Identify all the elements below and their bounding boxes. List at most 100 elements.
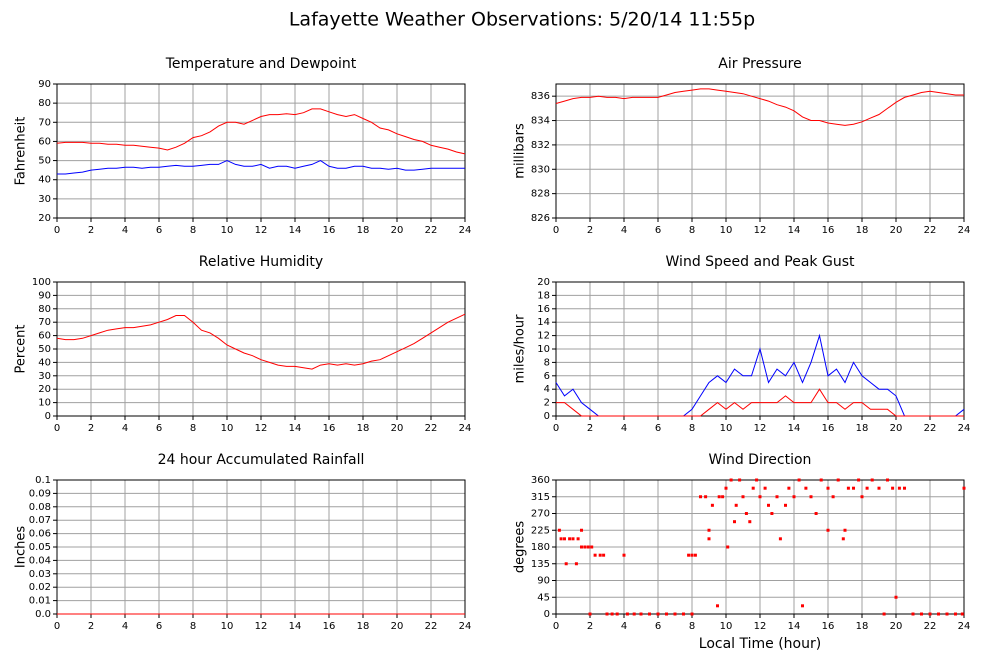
y-axis-label: millibars [513,123,528,179]
data-line [555,88,964,126]
x-tick-label: 16 [323,621,336,632]
data-point [882,612,886,616]
y-tick-label: 0.05 [29,542,51,553]
data-point [726,545,730,549]
y-tick-label: 20 [38,384,51,395]
x-tick-label: 4 [621,225,627,236]
data-point [755,478,759,482]
x-tick-label: 12 [754,225,767,236]
x-tick-label: 14 [788,621,801,632]
data-line [56,313,466,370]
x-tick-label: 16 [323,423,336,434]
x-tick-label: 8 [689,225,695,236]
x-tick-label: 20 [890,621,903,632]
x-tick-label: 0 [553,423,559,434]
x-tick-label: 20 [890,423,903,434]
data-point [954,612,957,616]
data-point [576,537,580,541]
y-tick-label: 20 [537,277,550,288]
y-tick-label: 0.08 [29,502,51,513]
x-tick-label: 2 [587,225,593,236]
data-point [744,512,748,515]
x-tick-label: 6 [655,621,661,632]
data-point [590,545,594,549]
x-tick-label: 16 [822,621,835,632]
x-tick-label: 20 [391,621,404,632]
x-tick-label: 10 [720,423,733,434]
data-point [580,528,583,532]
x-tick-label: 0 [54,225,60,236]
data-point [886,478,889,482]
y-tick-label: 8 [544,357,550,368]
x-tick-label: 18 [357,423,370,434]
y-tick-label: 18 [537,290,550,301]
y-tick-label: 180 [531,542,550,553]
data-point [693,553,697,557]
y-axis-label: degrees [513,521,528,574]
x-tick-label: 8 [190,621,196,632]
y-tick-label: 0.06 [29,529,51,540]
plot-frame [555,83,965,219]
data-point [716,604,719,608]
data-point [819,478,823,482]
y-tick-label: 832 [531,140,550,151]
x-tick-label: 2 [88,621,94,632]
data-point [826,486,830,490]
x-tick-label: 14 [788,423,801,434]
x-tick-label: 8 [190,423,196,434]
x-tick-label: 2 [587,621,593,632]
data-point [615,612,619,616]
x-tick-label: 10 [720,225,733,236]
data-point [831,495,835,499]
data-point [682,612,685,616]
panel-title: Air Pressure [718,56,801,72]
data-point [748,520,752,524]
data-point [583,545,587,549]
x-tick-label: 24 [459,225,472,236]
data-point [656,612,660,616]
x-tick-label: 12 [255,621,268,632]
x-tick-label: 4 [621,423,627,434]
y-tick-label: 6 [544,371,550,382]
data-line [57,160,465,175]
data-point [784,503,787,507]
x-tick-label: 14 [788,225,801,236]
data-point [792,495,796,499]
panel-title: Wind Speed and Peak Gust [666,254,855,270]
data-point [639,612,643,616]
x-tick-label: 20 [890,225,903,236]
x-tick-label: 22 [425,423,438,434]
y-tick-label: 826 [531,213,550,224]
data-point [580,545,583,549]
x-tick-label: 14 [289,423,302,434]
data-point [605,612,609,616]
x-tick-label: 24 [958,225,971,236]
data-point [767,503,770,507]
data-point [797,478,801,482]
data-point [787,486,791,490]
data-point [804,486,808,490]
data-point [903,486,906,490]
x-tick-label: 2 [587,423,593,434]
y-tick-label: 60 [38,136,51,147]
y-tick-label: 90 [38,290,51,301]
data-point [770,512,774,515]
x-tick-label: 6 [156,225,162,236]
data-point [734,503,738,507]
y-tick-label: 0.0 [35,609,51,620]
x-tick-label: 18 [357,621,370,632]
x-tick-label: 0 [54,423,60,434]
x-tick-label: 6 [655,423,661,434]
y-tick-label: 80 [38,98,51,109]
y-tick-label: 0 [45,411,51,422]
data-point [559,537,563,541]
x-tick-label: 6 [655,225,661,236]
x-tick-label: 22 [924,423,937,434]
data-point [775,495,779,499]
x-tick-label: 0 [54,621,60,632]
y-tick-label: 10 [537,344,550,355]
y-tick-label: 0.07 [29,515,51,526]
x-tick-label: 24 [958,423,971,434]
